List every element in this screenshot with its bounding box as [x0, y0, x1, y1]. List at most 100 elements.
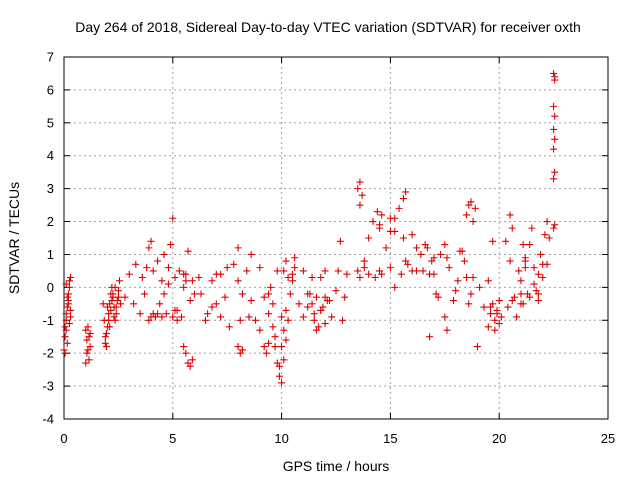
data-point [86, 343, 94, 351]
data-point [61, 333, 69, 341]
data-point [550, 145, 558, 153]
data-point [551, 221, 559, 229]
data-point [282, 336, 290, 344]
data-point [497, 313, 505, 321]
data-point [280, 356, 288, 364]
data-point [164, 264, 172, 272]
data-point [256, 326, 264, 334]
data-point [67, 313, 75, 321]
data-point [365, 270, 373, 278]
x-tick-label: 0 [60, 431, 67, 446]
data-point [312, 293, 320, 301]
data-point [551, 73, 559, 81]
data-point [551, 168, 559, 176]
data-point [243, 267, 251, 275]
data-point [167, 241, 175, 249]
data-point [356, 273, 364, 281]
x-tick-label: 25 [601, 431, 615, 446]
data-point [162, 310, 170, 318]
data-point [443, 326, 451, 334]
y-tick-label: 7 [47, 50, 54, 65]
data-point [182, 277, 190, 285]
data-point [271, 333, 279, 341]
data-point [386, 214, 394, 222]
data-point [360, 264, 368, 272]
data-point [278, 343, 286, 351]
data-point [280, 267, 288, 275]
data-point [188, 277, 196, 285]
data-point [356, 201, 364, 209]
data-point [64, 290, 72, 298]
data-point [317, 273, 325, 281]
data-point [360, 257, 368, 265]
data-point [445, 264, 453, 272]
data-point [143, 264, 151, 272]
data-point [182, 349, 190, 357]
data-point [284, 273, 292, 281]
data-point [160, 250, 168, 258]
y-tick-label: 6 [47, 82, 54, 97]
data-point [356, 178, 364, 186]
data-point [378, 211, 386, 219]
data-point [441, 313, 449, 321]
y-tick-label: 3 [47, 181, 54, 196]
data-point [391, 283, 399, 291]
data-point [234, 244, 242, 252]
data-point [267, 283, 275, 291]
data-point [245, 313, 253, 321]
data-point [169, 313, 177, 321]
data-point [275, 372, 283, 380]
data-point [67, 273, 75, 281]
data-point [454, 277, 462, 285]
data-point [269, 300, 277, 308]
data-point [299, 267, 307, 275]
data-point [102, 329, 110, 337]
data-point [278, 313, 286, 321]
data-point [269, 323, 277, 331]
data-point [463, 273, 471, 281]
data-point [101, 339, 109, 347]
data-point [369, 218, 377, 226]
y-tick-label: 0 [47, 280, 54, 295]
data-point [173, 316, 181, 324]
data-point [534, 297, 542, 305]
y-tick-label: -4 [42, 412, 54, 427]
data-point [247, 297, 255, 305]
data-point [443, 254, 451, 262]
data-point [208, 303, 216, 311]
data-point [519, 241, 527, 249]
data-point [471, 204, 479, 212]
data-point [275, 362, 283, 370]
data-point [223, 264, 231, 272]
data-point [358, 191, 366, 199]
data-point [260, 293, 268, 301]
data-point [491, 316, 499, 324]
data-point [521, 264, 529, 272]
data-point [186, 362, 194, 370]
data-point [334, 267, 342, 275]
data-point [354, 267, 362, 275]
data-point [489, 237, 497, 245]
data-point [463, 211, 471, 219]
data-point [467, 290, 475, 298]
data-point [83, 349, 91, 357]
data-point [288, 270, 296, 278]
data-point [551, 135, 559, 143]
data-point [62, 326, 70, 334]
data-point [217, 313, 225, 321]
data-point [225, 323, 233, 331]
data-point [180, 283, 188, 291]
data-point [109, 290, 117, 298]
data-point [64, 300, 72, 308]
data-point [452, 287, 460, 295]
data-point [428, 257, 436, 265]
data-point [419, 267, 427, 275]
data-point [61, 323, 69, 331]
y-tick-label: -3 [42, 379, 54, 394]
data-point [450, 297, 458, 305]
data-point [376, 221, 384, 229]
data-point [65, 283, 73, 291]
data-point [399, 195, 407, 203]
data-point [208, 277, 216, 285]
data-point [104, 303, 112, 311]
